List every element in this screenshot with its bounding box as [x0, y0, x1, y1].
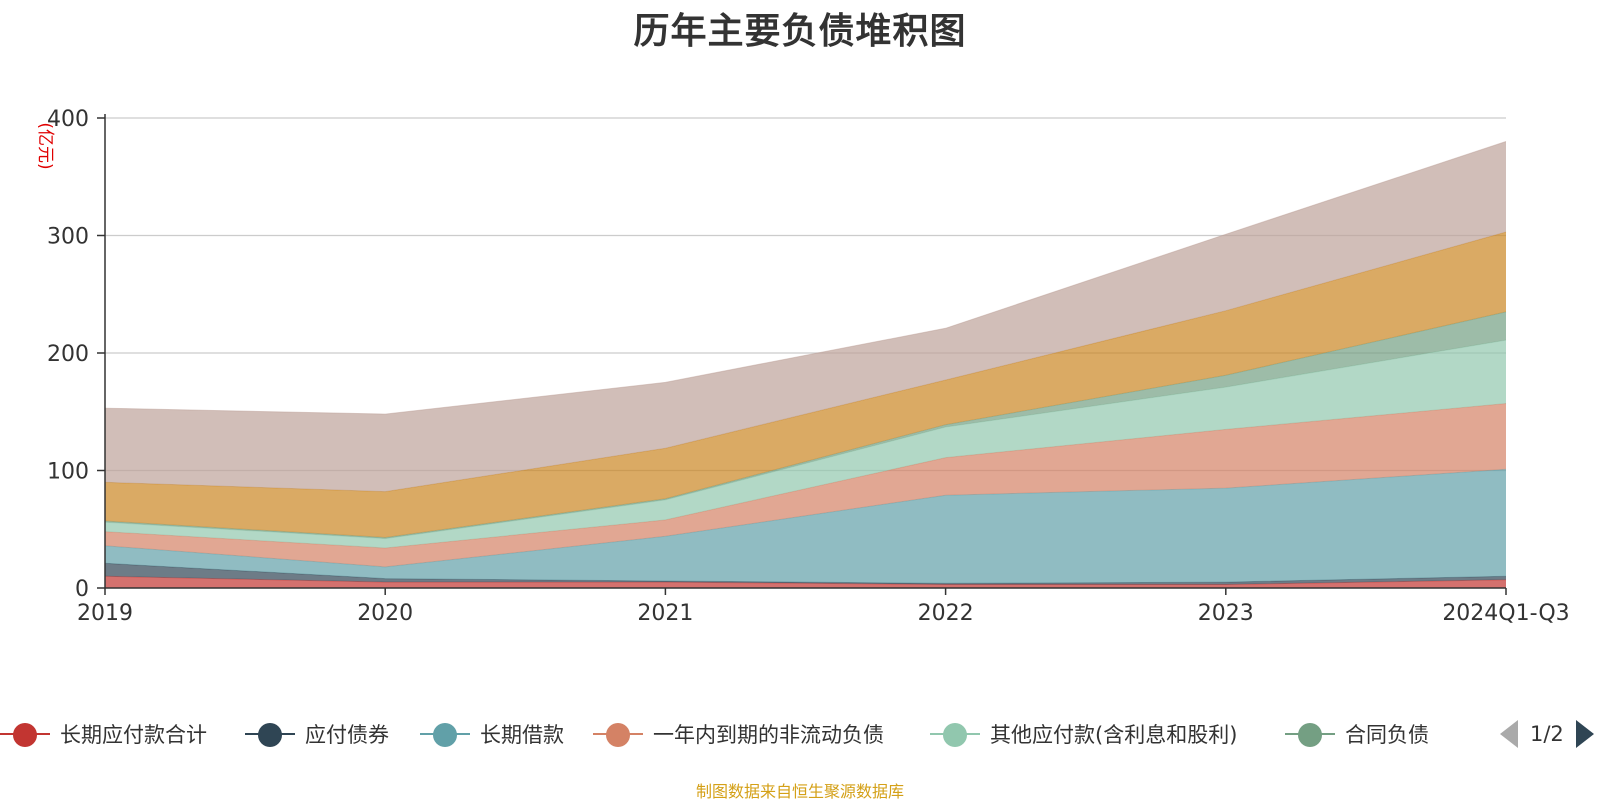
legend-item[interactable]: 长期借款: [420, 716, 564, 752]
legend-marker-icon: [245, 719, 295, 749]
series-area-0: [105, 576, 1506, 588]
legend-label: 长期应付款合计: [60, 723, 207, 747]
series-area-3: [105, 403, 1506, 567]
x-tick-label: 2024Q1-Q3: [1442, 601, 1569, 626]
y-tick-label: 400: [47, 107, 89, 132]
legend-label: 应付债券: [305, 723, 389, 747]
y-tick-label: 200: [47, 342, 89, 367]
series-area-7: [105, 141, 1506, 492]
legend-label: 长期借款: [480, 723, 564, 747]
y-axis-unit-label: (亿元): [35, 122, 55, 169]
legend-pager: 1/2: [1500, 716, 1594, 752]
legend-label: 一年内到期的非流动负债: [653, 723, 884, 747]
source-note: 制图数据来自恒生聚源数据库: [695, 782, 904, 801]
series-line-1: [104, 562, 1507, 584]
legend-item[interactable]: 合同负债: [1285, 716, 1429, 752]
x-tick-label: 2022: [918, 601, 974, 626]
legend: 长期应付款合计 应付债券 长期借款 一年内到期的非流动负债 其他应付款(含利息和股利) 合…: [0, 716, 1600, 752]
y-tick-label: 100: [47, 460, 89, 485]
x-tick-label: 2021: [637, 601, 693, 626]
legend-page-indicator: 1/2: [1530, 722, 1564, 746]
legend-marker-icon: [0, 719, 50, 749]
legend-marker-icon: [1285, 719, 1335, 749]
series-line-7: [104, 141, 1507, 415]
triangle-left-icon[interactable]: [1500, 720, 1518, 748]
legend-item[interactable]: 长期应付款合计: [0, 716, 207, 752]
y-tick-label: 300: [47, 225, 89, 250]
legend-item[interactable]: 应付债券: [245, 716, 389, 752]
y-tick-label: 0: [75, 577, 89, 602]
legend-item[interactable]: 其他应付款(含利息和股利): [930, 716, 1237, 752]
axis-layer: 0 100 200 300 400 2019 2020 2021 2022 2023 2024Q1-…: [47, 107, 1570, 626]
x-tick-label: 2019: [77, 601, 133, 626]
triangle-right-icon[interactable]: [1575, 720, 1594, 748]
legend-label: 其他应付款(含利息和股利): [990, 723, 1238, 747]
chart-title: 历年主要负债堆积图: [633, 11, 967, 52]
legend-item[interactable]: 一年内到期的非流动负债: [593, 716, 884, 752]
series-area-6: [105, 232, 1506, 538]
legend-label: 合同负债: [1345, 723, 1429, 747]
legend-marker-icon: [930, 719, 980, 749]
legend-marker-icon: [420, 719, 470, 749]
x-tick-label: 2023: [1198, 601, 1254, 626]
legend-marker-icon: [593, 719, 643, 749]
series-area-2: [105, 469, 1506, 584]
area-layer: [104, 141, 1507, 588]
x-tick-label: 2020: [357, 601, 413, 626]
